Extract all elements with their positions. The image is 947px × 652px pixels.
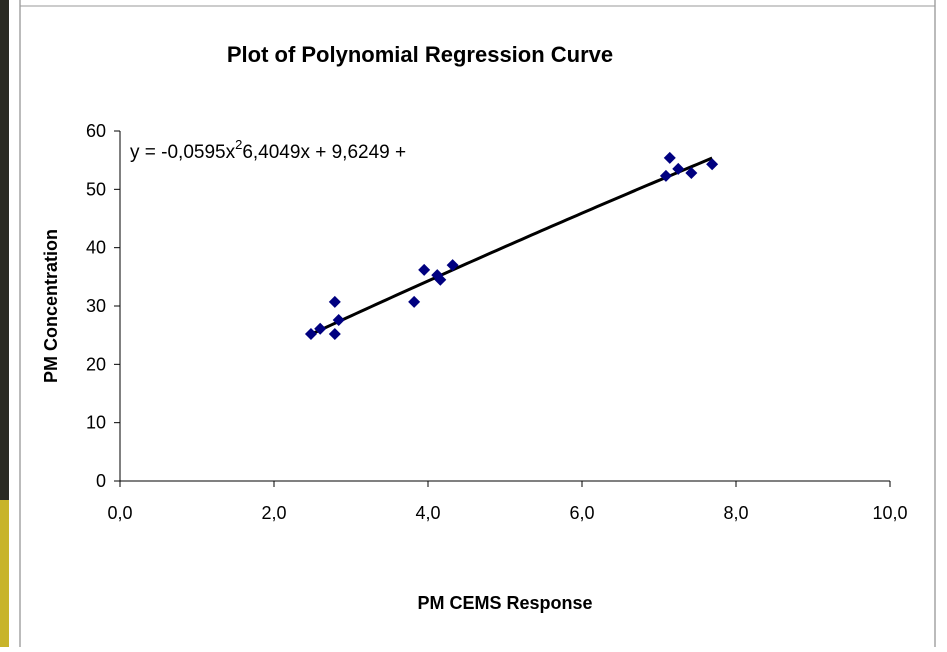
x-axis-title: PM CEMS Response [417, 593, 592, 613]
data-point [329, 296, 341, 308]
data-point [329, 328, 341, 340]
x-tick-label: 4,0 [415, 503, 440, 523]
y-tick-label: 30 [86, 296, 106, 316]
left-edge-strip-lower [0, 500, 9, 647]
y-tick-label: 0 [96, 471, 106, 491]
y-axis-title: PM Concentration [41, 229, 61, 383]
chart-title: Plot of Polynomial Regression Curve [227, 42, 613, 67]
x-tick-label: 0,0 [107, 503, 132, 523]
y-tick-label: 50 [86, 179, 106, 199]
chart: Plot of Polynomial Regression Curve PM C… [0, 0, 947, 647]
y-tick-label: 60 [86, 121, 106, 141]
data-point [408, 296, 420, 308]
x-tick-label: 10,0 [872, 503, 907, 523]
trendline [311, 158, 712, 334]
data-point [305, 328, 317, 340]
x-tick-label: 2,0 [261, 503, 286, 523]
equation-exponent: 2 [235, 137, 242, 152]
y-tick-label: 10 [86, 413, 106, 433]
data-point [664, 152, 676, 164]
y-tick-label: 20 [86, 354, 106, 374]
page: Plot of Polynomial Regression Curve PM C… [0, 0, 947, 647]
equation-part: 6,4049x + 9,6249 + [242, 142, 406, 163]
x-tick-label: 6,0 [569, 503, 594, 523]
equation-part: y = -0,0595x [130, 142, 236, 163]
x-tick-label: 8,0 [723, 503, 748, 523]
y-tick-label: 40 [86, 238, 106, 258]
trendline-equation: y = -0,0595x26,4049x + 9,6249 + [130, 137, 406, 163]
data-point [418, 264, 430, 276]
